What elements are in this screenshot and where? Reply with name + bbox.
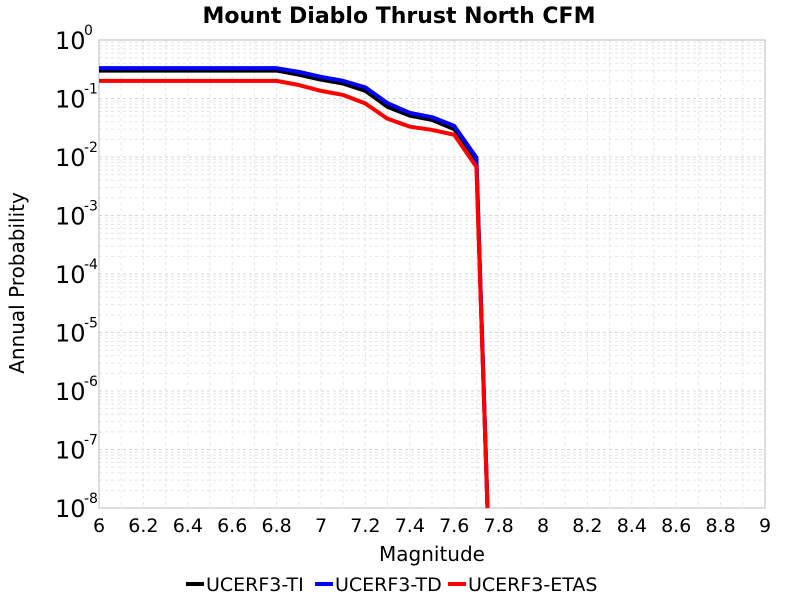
y-tick-label: 10-4 [55, 257, 98, 289]
y-tick-base: 10 [55, 437, 86, 465]
chart-title: Mount Diablo Thrust North CFM [203, 4, 596, 29]
y-tick-exponent: -3 [84, 199, 98, 215]
y-tick-exponent: -6 [84, 374, 98, 390]
x-axis-label: Magnitude [379, 542, 485, 566]
y-tick-base: 10 [55, 261, 86, 289]
y-tick-label: 10-5 [55, 316, 98, 348]
y-tick-label: 10-8 [55, 491, 98, 523]
y-tick-base: 10 [55, 203, 86, 231]
y-tick-base: 10 [55, 495, 86, 523]
x-tick-label: 8.6 [661, 515, 691, 537]
y-tick-base: 10 [55, 144, 86, 172]
x-tick-label: 8.8 [705, 515, 735, 537]
legend-item: UCERF3-ETAS [448, 574, 597, 596]
y-tick-label: 10-3 [55, 199, 98, 231]
y-tick-label: 10-1 [55, 82, 98, 114]
y-tick-base: 10 [55, 27, 86, 55]
legend-label: UCERF3-TD [335, 574, 442, 596]
x-tick-label: 8.4 [617, 515, 647, 537]
legend: UCERF3-TI UCERF3-TD UCERF3-ETAS [186, 574, 597, 596]
x-tick-label: 9 [759, 515, 771, 537]
y-tick-base: 10 [55, 378, 86, 406]
series-layer [99, 66, 490, 509]
plot-area [98, 39, 766, 509]
y-axis-label: Annual Probability [5, 192, 29, 374]
y-tick-exponent: -1 [84, 82, 98, 98]
y-tick-exponent: -7 [84, 433, 98, 449]
y-tick-label: 100 [55, 23, 93, 55]
y-tick-exponent: -5 [84, 316, 98, 332]
x-tick-label: 8.2 [572, 515, 602, 537]
x-tick-label: 6.4 [173, 515, 203, 537]
grid [98, 39, 766, 509]
legend-item: UCERF3-TD [315, 574, 442, 596]
y-tick-exponent: -4 [84, 257, 98, 273]
x-tick-label: 7 [315, 515, 327, 537]
y-tick-exponent: 0 [84, 23, 93, 39]
y-tick-base: 10 [55, 86, 86, 114]
y-tick-exponent: -2 [84, 140, 98, 156]
x-tick-label: 6.8 [261, 515, 291, 537]
y-tick-label: 10-7 [55, 433, 98, 465]
y-tick-label: 10-2 [55, 140, 98, 172]
x-tick-label: 7.4 [395, 515, 425, 537]
x-axis-ticks: 6 6.2 6.4 6.6 6.8 7 7.2 7.4 7.6 7.8 8 8.2 8.4 8.6 8.8 9 [93, 515, 771, 537]
x-tick-label: 7.6 [439, 515, 469, 537]
x-tick-label: 8 [537, 515, 549, 537]
y-tick-base: 10 [55, 320, 86, 348]
legend-label: UCERF3-TI [206, 574, 304, 596]
legend-label: UCERF3-ETAS [468, 574, 597, 596]
x-tick-label: 7.2 [350, 515, 380, 537]
series-line-ucerf3-td [99, 66, 490, 509]
y-tick-exponent: -8 [84, 491, 98, 507]
series-line-ucerf3-ti [99, 68, 490, 509]
y-tick-label: 10-6 [55, 374, 98, 406]
x-tick-label: 6 [93, 515, 105, 537]
legend-item: UCERF3-TI [186, 574, 304, 596]
x-tick-label: 6.6 [217, 515, 247, 537]
x-tick-label: 6.2 [128, 515, 158, 537]
series-line-ucerf3-etas [99, 78, 490, 509]
x-tick-label: 7.8 [483, 515, 513, 537]
